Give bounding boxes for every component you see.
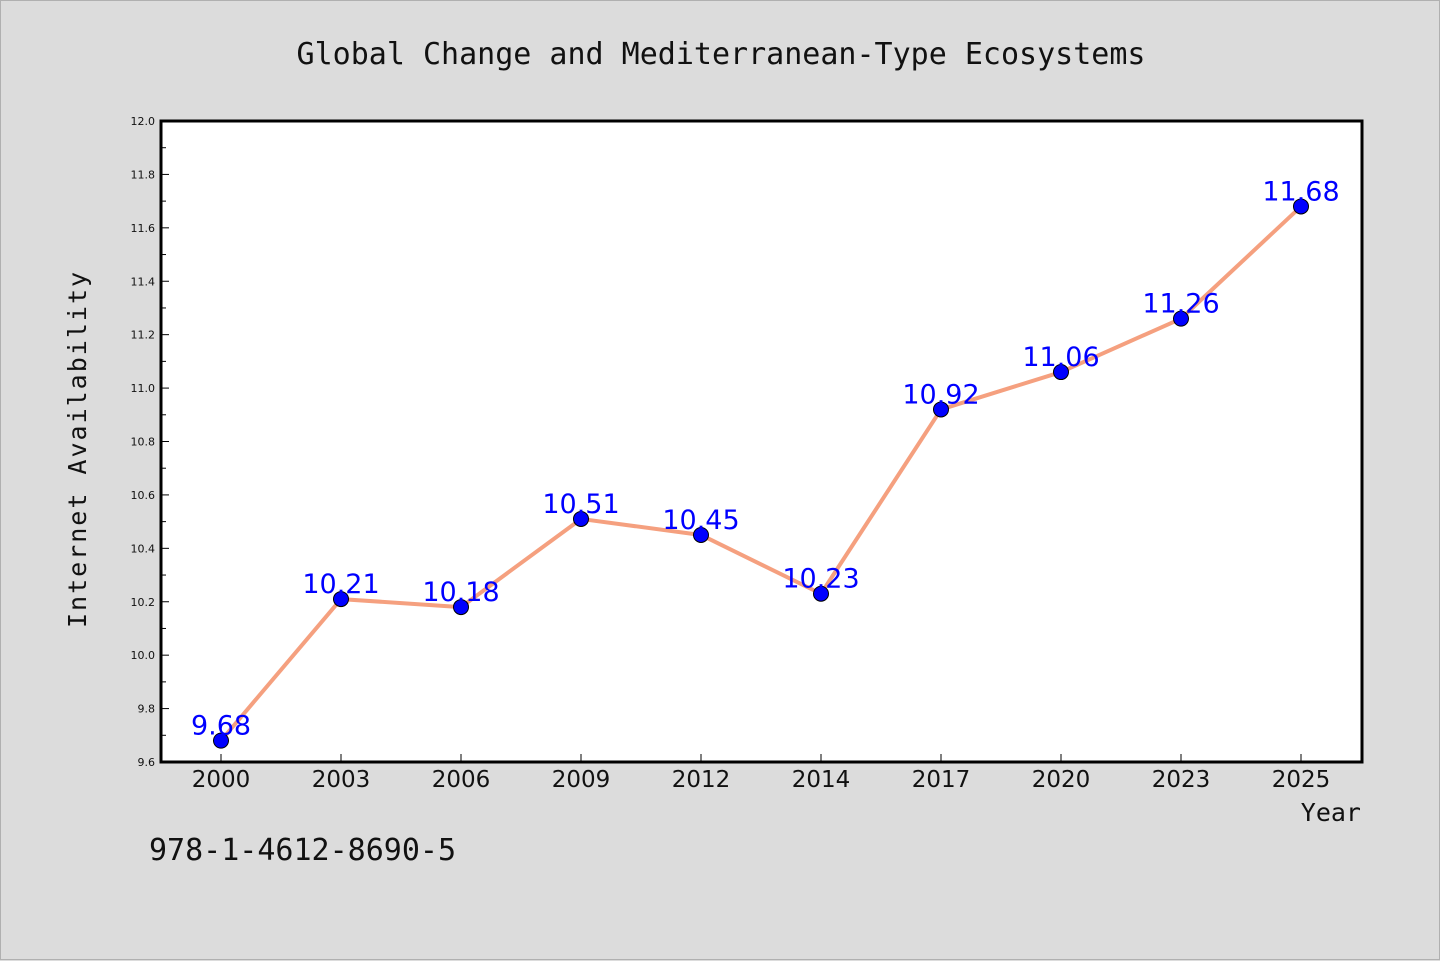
data-point-4 [693, 526, 709, 543]
y-axis-label: Internet Availability [63, 270, 92, 628]
y-tick-label: 10.2 [131, 596, 156, 609]
data-point-6 [933, 401, 949, 418]
x-tick-label: 2014 [792, 767, 851, 793]
x-tick-label: 2009 [552, 767, 611, 793]
y-tick-label: 9.8 [138, 703, 156, 716]
x-tick-label: 2017 [912, 767, 971, 793]
data-point-1 [333, 591, 349, 608]
data-label-2: 10.18 [422, 577, 499, 608]
y-tick-label: 11.6 [131, 222, 156, 235]
data-label-0: 9.68 [191, 711, 251, 742]
x-axis: 2000 2003 2006 2009 2012 2014 2017 2020 2023 2025 [192, 754, 1331, 793]
x-axis-label: Year [1301, 798, 1361, 827]
data-point-2 [453, 599, 469, 616]
y-tick-label: 10.6 [131, 489, 156, 502]
x-tick-label: 2006 [432, 767, 491, 793]
data-label-4: 10.45 [662, 505, 739, 536]
data-label-1: 10.21 [302, 569, 379, 600]
y-tick-label: 11.2 [131, 329, 156, 342]
data-label-group: 9.68 10.21 10.18 10.51 10.45 10.23 10.92 11.06 1… [191, 176, 1340, 741]
marker-group [213, 198, 1309, 749]
data-point-8 [1173, 310, 1189, 327]
x-tick-label: 2020 [1032, 767, 1091, 793]
y-tick-label: 10.4 [131, 542, 156, 555]
y-tick-label: 10.0 [131, 649, 156, 662]
y-tick-label: 11.8 [131, 168, 156, 181]
data-label-7: 11.06 [1022, 342, 1099, 373]
x-tick-label: 2012 [672, 767, 731, 793]
x-tick-label: 2025 [1272, 767, 1331, 793]
data-point-7 [1053, 364, 1069, 381]
series-line-group [219, 205, 1303, 742]
y-tick-label: 12.0 [131, 115, 156, 128]
x-tick-label: 2003 [312, 767, 371, 793]
y-tick-label: 11.0 [131, 382, 156, 395]
y-tick-label: 10.8 [131, 436, 156, 449]
data-label-3: 10.51 [542, 489, 619, 520]
y-tick-label: 9.6 [138, 756, 156, 769]
y-tick-label: 11.4 [131, 275, 156, 288]
data-label-6: 10.92 [902, 379, 979, 410]
data-point-0 [213, 732, 229, 749]
data-point-3 [573, 510, 589, 527]
series-line [219, 205, 1303, 742]
data-point-9 [1293, 198, 1309, 215]
x-tick-label: 2000 [192, 767, 251, 793]
y-axis: 9.6 9.8 10.0 10.2 10.4 10.6 10.8 11.0 11.2 11.4 11… [131, 115, 169, 769]
data-label-8: 11.26 [1142, 289, 1219, 320]
isbn-text: 978-1-4612-8690-5 [149, 833, 457, 868]
chart-title: Global Change and Mediterranean-Type Eco… [297, 37, 1146, 72]
plot-area [159, 119, 1364, 764]
data-label-5: 10.23 [782, 564, 859, 595]
x-tick-label: 2023 [1152, 767, 1211, 793]
data-point-5 [813, 585, 829, 602]
data-label-9: 11.68 [1262, 176, 1339, 207]
